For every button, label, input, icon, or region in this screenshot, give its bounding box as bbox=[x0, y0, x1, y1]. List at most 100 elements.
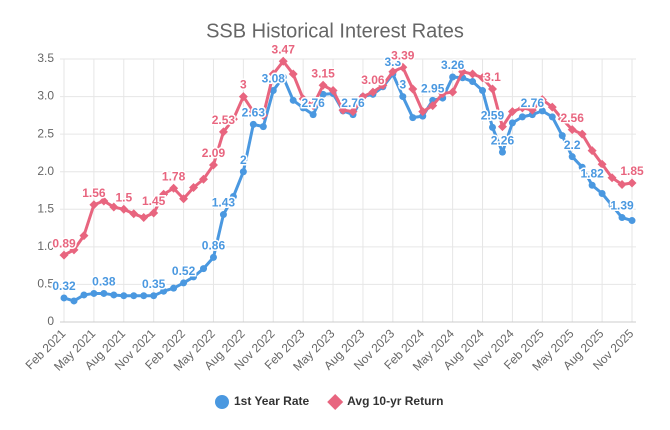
point bbox=[109, 202, 119, 212]
data-label: 2.09 bbox=[202, 146, 226, 160]
point bbox=[119, 204, 129, 214]
point bbox=[319, 90, 327, 98]
y-tick-label: 0 bbox=[47, 314, 54, 328]
legend-item: Avg 10-yr Return bbox=[327, 394, 443, 410]
point bbox=[507, 107, 517, 117]
point bbox=[289, 96, 297, 104]
point bbox=[89, 200, 99, 210]
point bbox=[428, 101, 438, 111]
point bbox=[159, 189, 169, 199]
data-label: 1.85 bbox=[620, 164, 644, 178]
point bbox=[498, 148, 506, 156]
point bbox=[557, 114, 567, 124]
point bbox=[628, 217, 636, 225]
point bbox=[79, 231, 89, 241]
data-label: 0.86 bbox=[202, 239, 226, 253]
point bbox=[308, 101, 318, 111]
point bbox=[567, 125, 577, 135]
point bbox=[558, 132, 566, 140]
point bbox=[150, 292, 158, 300]
point bbox=[219, 211, 227, 219]
data-label: 2 bbox=[240, 153, 247, 167]
legend-label: Avg 10-yr Return bbox=[347, 394, 443, 408]
point bbox=[59, 250, 69, 260]
point bbox=[588, 181, 596, 189]
point bbox=[527, 105, 537, 115]
point bbox=[170, 284, 178, 292]
point bbox=[488, 123, 496, 131]
series-line bbox=[63, 72, 633, 303]
point bbox=[448, 87, 458, 97]
y-tick-label: 2.0 bbox=[37, 164, 54, 178]
data-label: 2.56 bbox=[561, 111, 585, 125]
data-label: 2.76 bbox=[301, 96, 325, 110]
data-label: 2.59 bbox=[481, 109, 505, 123]
point bbox=[288, 69, 298, 79]
point bbox=[180, 279, 188, 287]
point bbox=[419, 112, 427, 120]
data-label: 3.47 bbox=[272, 42, 296, 56]
point bbox=[179, 194, 189, 204]
point bbox=[388, 67, 398, 77]
data-label: 2.63 bbox=[242, 106, 266, 120]
chart-title: SSB Historical Interest Rates bbox=[206, 20, 464, 42]
point bbox=[478, 73, 488, 83]
point bbox=[458, 67, 468, 77]
data-label: 3.06 bbox=[361, 73, 385, 87]
point bbox=[228, 114, 238, 124]
point bbox=[278, 56, 288, 66]
point bbox=[259, 123, 267, 131]
point bbox=[208, 160, 218, 170]
point bbox=[269, 87, 277, 95]
point bbox=[358, 92, 368, 102]
data-label: 0.52 bbox=[172, 264, 196, 278]
point bbox=[130, 292, 138, 300]
data-label: 1.45 bbox=[142, 194, 166, 208]
legend-marker bbox=[327, 394, 344, 410]
data-label: 0.38 bbox=[92, 275, 116, 289]
point bbox=[129, 209, 139, 219]
point bbox=[110, 291, 118, 299]
point bbox=[487, 84, 497, 94]
point bbox=[348, 107, 358, 117]
point bbox=[248, 107, 258, 117]
data-label: 3 bbox=[240, 78, 247, 92]
data-label: 2.76 bbox=[521, 96, 545, 110]
point bbox=[597, 159, 607, 169]
point bbox=[99, 196, 109, 206]
data-label: 2.26 bbox=[491, 133, 515, 147]
point bbox=[200, 265, 208, 273]
legend-label: 1st Year Rate bbox=[234, 394, 309, 408]
point bbox=[309, 111, 317, 119]
legend-marker bbox=[215, 395, 229, 409]
point bbox=[568, 153, 576, 161]
point bbox=[547, 102, 557, 112]
point bbox=[140, 292, 148, 300]
point bbox=[328, 86, 338, 96]
point bbox=[479, 87, 487, 95]
point bbox=[517, 103, 527, 113]
y-tick-label: 3.5 bbox=[37, 51, 54, 65]
y-tick-label: 3.0 bbox=[37, 89, 54, 103]
point bbox=[618, 214, 626, 222]
point bbox=[149, 208, 159, 218]
point bbox=[60, 294, 68, 302]
point bbox=[190, 273, 198, 281]
data-label: 2.95 bbox=[421, 82, 445, 96]
point bbox=[438, 89, 448, 99]
point bbox=[238, 92, 248, 102]
point bbox=[627, 178, 637, 188]
point bbox=[409, 114, 417, 122]
data-label: 3.1 bbox=[484, 70, 501, 84]
point bbox=[497, 122, 507, 132]
data-label: 1.56 bbox=[82, 186, 106, 200]
point bbox=[587, 146, 597, 156]
point bbox=[408, 84, 418, 94]
point bbox=[298, 94, 308, 104]
data-label: 2.76 bbox=[341, 96, 365, 110]
point bbox=[548, 113, 556, 121]
point bbox=[279, 73, 287, 81]
data-label: 3.39 bbox=[391, 48, 415, 62]
point bbox=[608, 202, 616, 210]
